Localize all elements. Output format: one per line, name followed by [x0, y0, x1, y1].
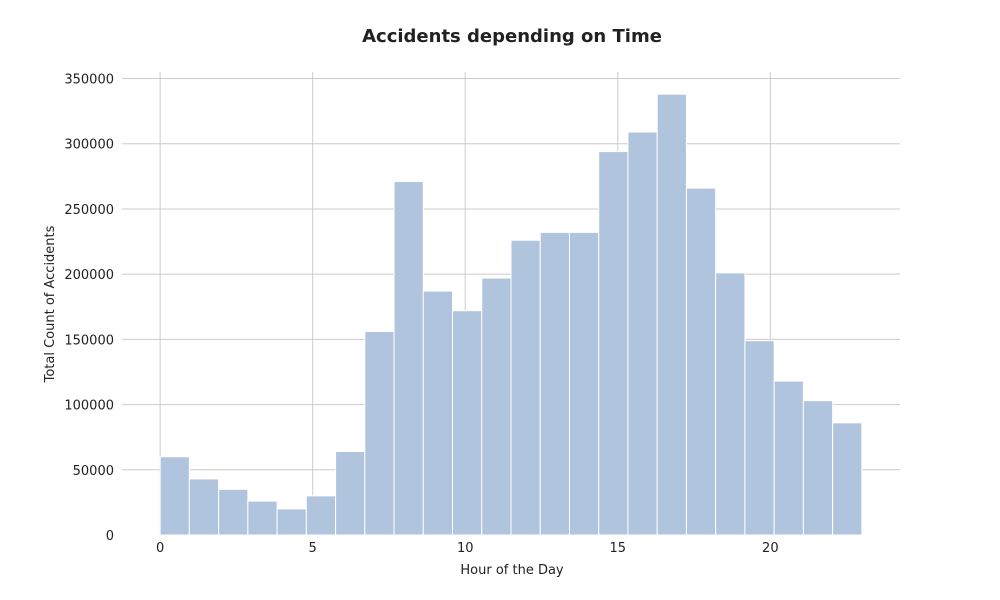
y-tick-label: 350000 — [64, 73, 114, 88]
histogram-bar — [832, 422, 863, 536]
x-tick-label: 10 — [457, 541, 474, 556]
histogram-bar — [539, 231, 570, 536]
y-tick-labels: 0 50000 100000 150000 200000 250000 300000 3500… — [64, 73, 114, 544]
histogram-bar — [159, 456, 190, 536]
histogram-bar — [627, 131, 658, 536]
x-tick-label: 15 — [610, 541, 627, 556]
y-tick-label: 100000 — [64, 399, 114, 414]
histogram-bar — [247, 500, 278, 536]
y-axis-label: Total Count of Accidents — [43, 225, 58, 383]
histogram-bar — [276, 508, 307, 536]
x-tick-labels: 0 5 10 15 20 — [156, 541, 779, 556]
histogram-bar — [422, 290, 454, 536]
histogram-bar — [568, 231, 600, 536]
bars-layer — [159, 93, 863, 536]
histogram-bar — [773, 380, 804, 536]
y-tick-label: 50000 — [73, 464, 114, 479]
histogram-bar — [744, 340, 775, 536]
grid-layer — [122, 72, 900, 535]
histogram-bar — [715, 272, 746, 536]
histogram-bar — [481, 277, 512, 536]
histogram-bar — [598, 151, 629, 536]
y-tick-label: 0 — [106, 529, 114, 544]
y-tick-label: 150000 — [64, 333, 114, 348]
histogram-bar — [335, 451, 366, 536]
y-tick-label: 200000 — [64, 268, 114, 283]
y-tick-label: 250000 — [64, 203, 114, 218]
histogram-bar — [656, 93, 687, 536]
histogram-bar — [802, 400, 834, 536]
histogram-bar — [452, 310, 483, 536]
histogram-bar — [685, 187, 717, 536]
x-tick-label: 0 — [156, 541, 164, 556]
histogram-bar — [510, 239, 541, 536]
histogram-bar — [364, 331, 395, 536]
histogram-bar — [305, 495, 337, 536]
histogram-bar — [188, 478, 220, 536]
histogram-bar — [393, 181, 424, 536]
x-tick-label: 20 — [762, 541, 779, 556]
chart-title: Accidents depending on Time — [362, 26, 662, 47]
y-tick-label: 300000 — [64, 138, 114, 153]
x-axis-label: Hour of the Day — [460, 563, 564, 578]
x-tick-label: 5 — [309, 541, 317, 556]
histogram-bar — [218, 488, 249, 536]
